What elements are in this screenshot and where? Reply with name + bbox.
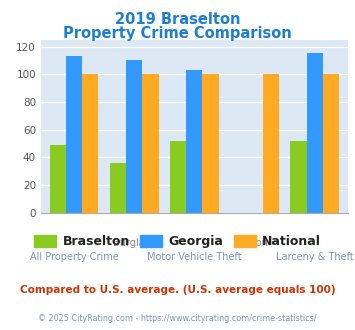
Bar [307,53,323,213]
Bar [142,74,159,213]
Bar [263,74,279,213]
Text: Compared to U.S. average. (U.S. average equals 100): Compared to U.S. average. (U.S. average … [20,285,335,295]
Text: All Property Crime: All Property Crime [29,252,118,262]
Bar [82,74,98,213]
Bar [323,74,339,213]
Bar [290,141,307,213]
Text: 2019 Braselton: 2019 Braselton [115,12,240,26]
Text: © 2025 CityRating.com - https://www.cityrating.com/crime-statistics/: © 2025 CityRating.com - https://www.city… [38,314,317,323]
Bar [50,145,66,213]
Text: Larceny & Theft: Larceny & Theft [276,252,354,262]
Bar [170,141,186,213]
Text: Motor Vehicle Theft: Motor Vehicle Theft [147,252,242,262]
Bar [66,56,82,213]
Legend: Braselton, Georgia, National: Braselton, Georgia, National [29,230,326,253]
Bar [110,163,126,213]
Text: Burglary: Burglary [113,238,155,248]
Text: Property Crime Comparison: Property Crime Comparison [63,26,292,41]
Bar [202,74,219,213]
Bar [126,60,142,213]
Text: Arson: Arson [241,238,268,248]
Bar [186,70,202,213]
